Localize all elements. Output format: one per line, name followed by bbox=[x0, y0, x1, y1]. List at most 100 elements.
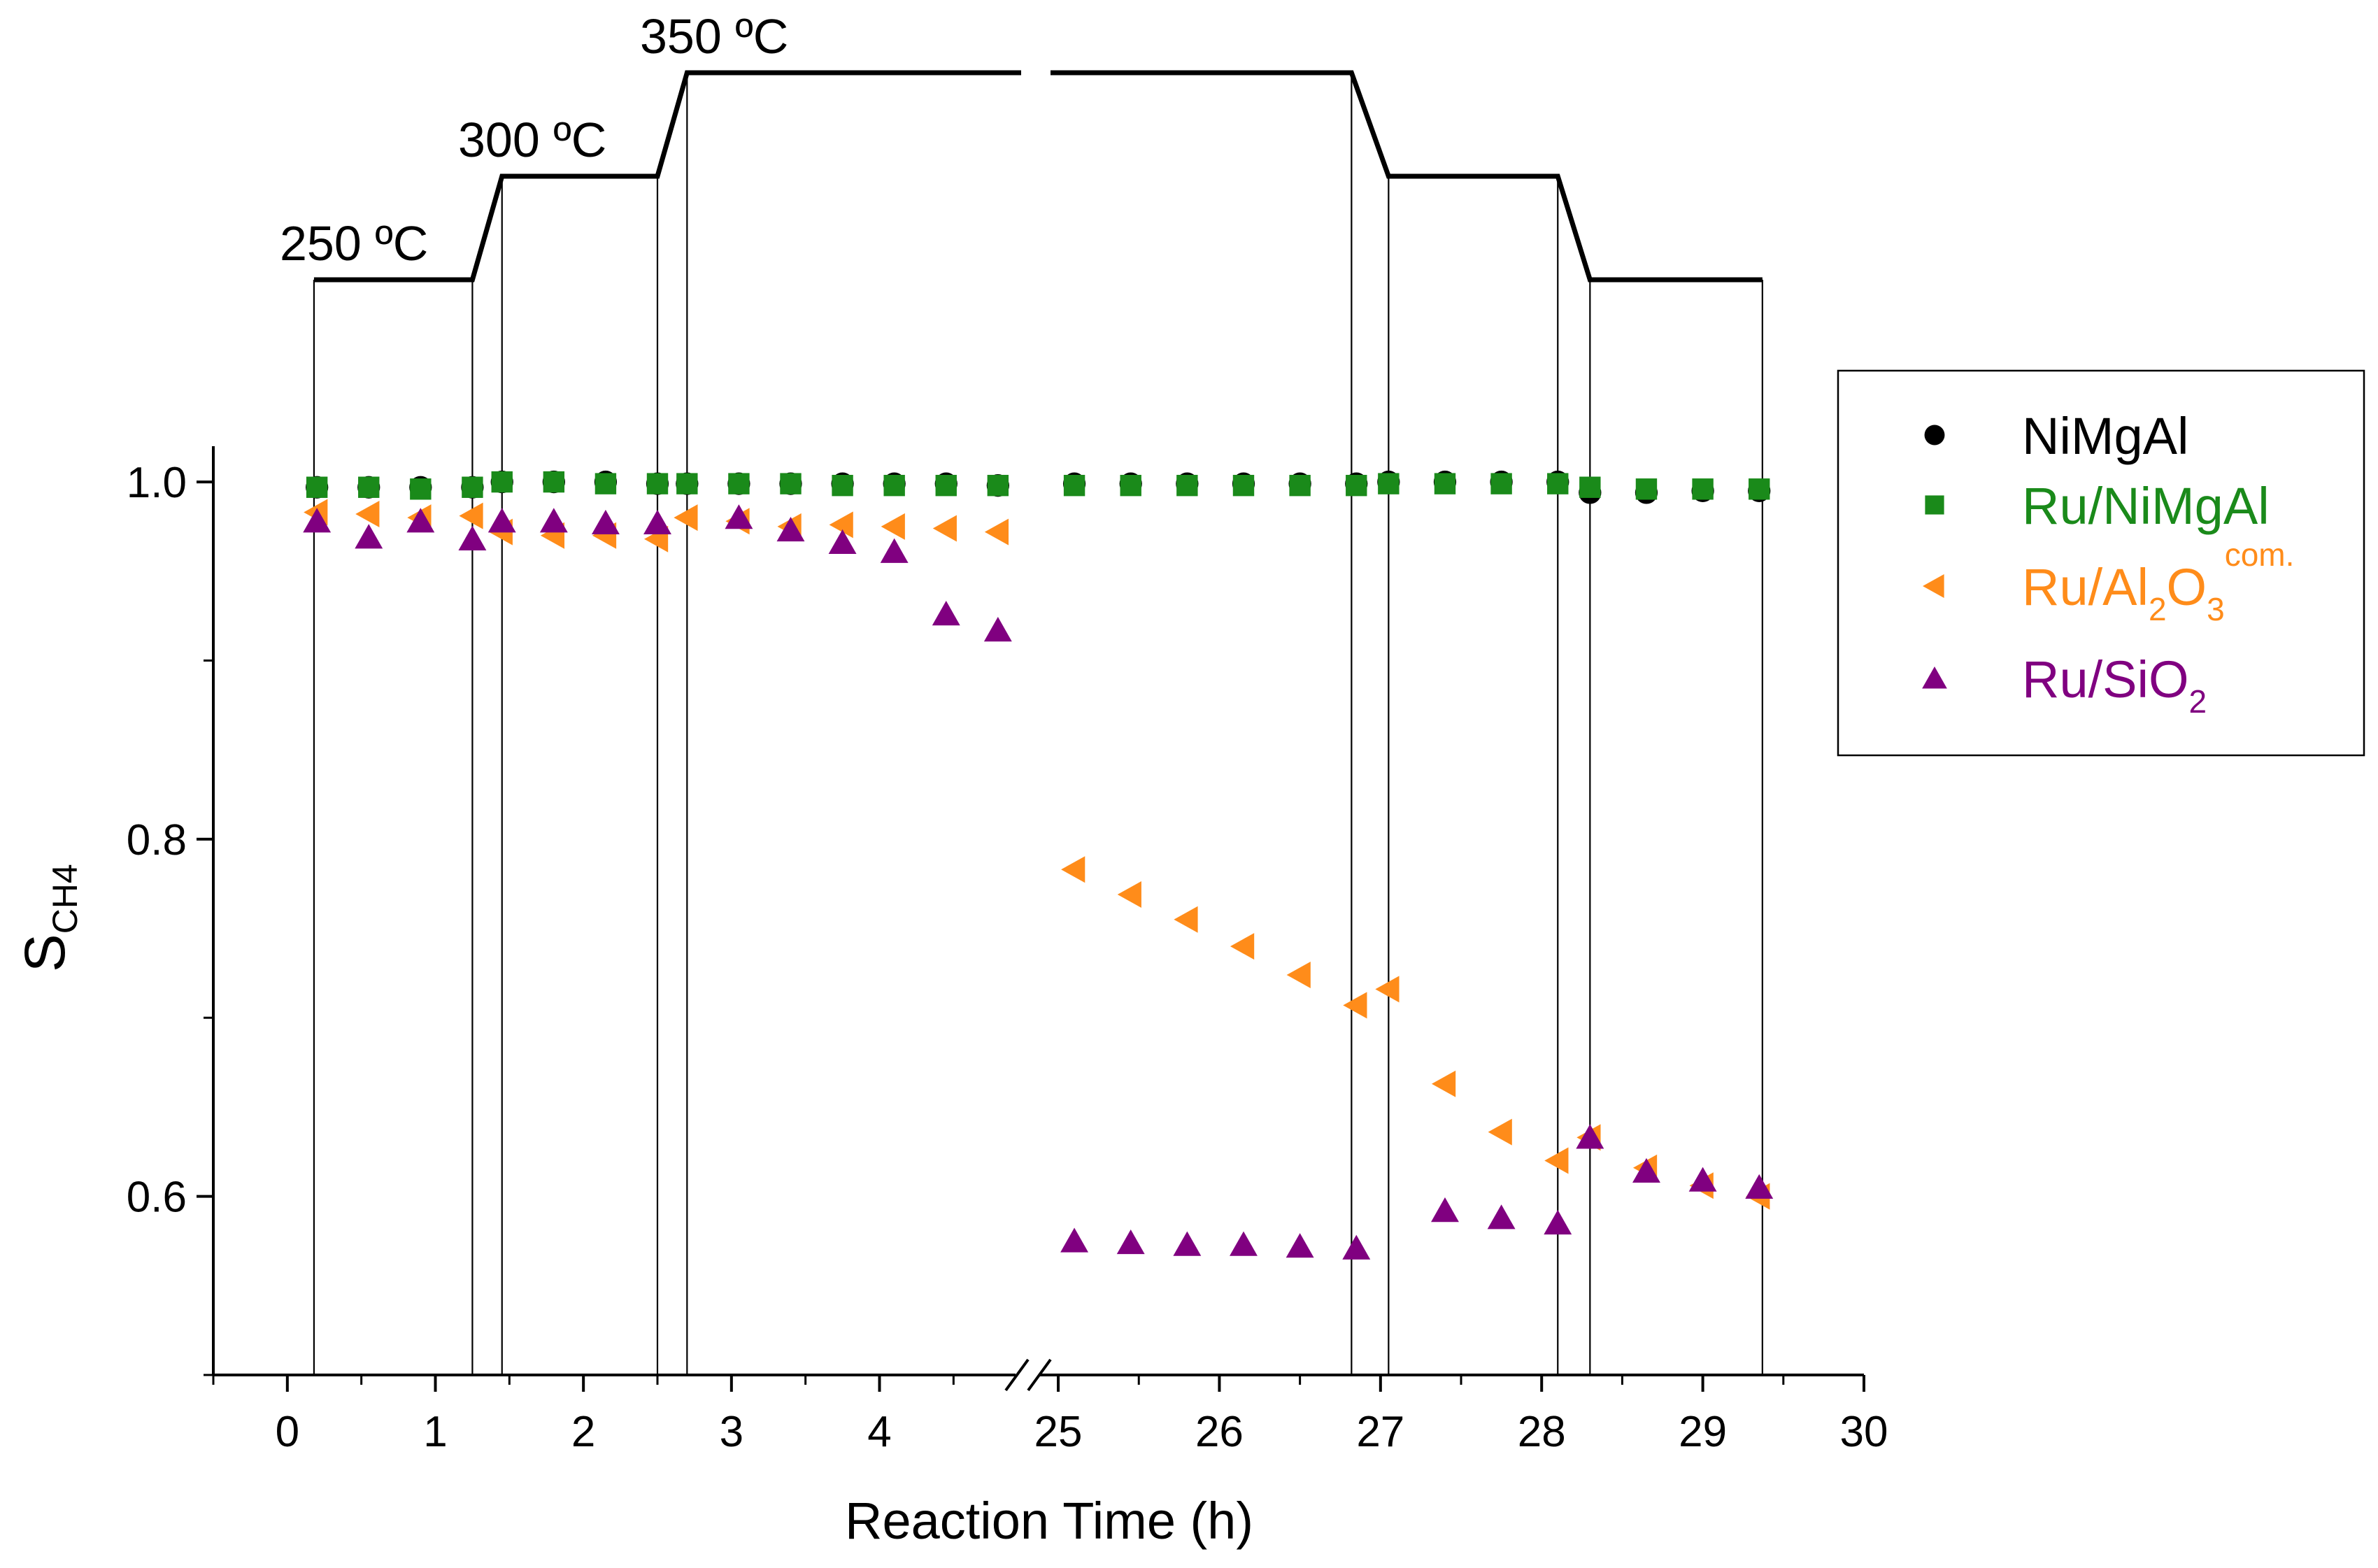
data-point bbox=[1342, 1234, 1371, 1260]
data-point bbox=[1174, 906, 1198, 933]
data-point bbox=[728, 473, 750, 494]
legend-label: Ru/NiMgAl bbox=[2022, 477, 2270, 535]
data-point bbox=[355, 524, 383, 549]
data-point bbox=[1544, 1147, 1569, 1174]
data-point bbox=[1544, 1209, 1572, 1235]
axes: 0 1 2 3 4 25 26 27 28 29 30 0.6 0.8 1.0 Reaction Time … bbox=[13, 446, 1888, 1550]
data-point bbox=[1346, 474, 1367, 497]
legend-label-main: O bbox=[2167, 558, 2207, 616]
y-axis-title: SCH4 bbox=[13, 864, 85, 972]
data-point bbox=[303, 508, 332, 533]
legend-item: NiMgAl bbox=[1924, 407, 2188, 465]
data-series bbox=[303, 470, 1774, 1260]
data-point bbox=[725, 504, 753, 529]
data-point bbox=[1579, 476, 1601, 498]
series-ru-sio bbox=[303, 504, 1774, 1260]
y-tick-label: 0.6 bbox=[127, 1174, 187, 1222]
legend-item: Ru/SiO2 bbox=[1922, 650, 2207, 720]
data-point bbox=[1343, 992, 1367, 1019]
data-point bbox=[780, 473, 802, 494]
y-axis-title-main: S bbox=[13, 934, 77, 972]
data-point bbox=[1060, 1227, 1089, 1253]
data-point bbox=[1176, 474, 1198, 497]
axis-break-mark bbox=[1004, 1358, 1030, 1392]
data-point bbox=[543, 471, 565, 493]
data-point bbox=[1230, 1231, 1258, 1256]
data-point bbox=[462, 476, 483, 498]
data-point bbox=[880, 538, 909, 563]
axis-break-gap bbox=[1016, 1371, 1039, 1379]
temperature-profile: 250 ºC 300 ºC 350 ºC bbox=[280, 9, 1763, 283]
data-point bbox=[1120, 474, 1141, 497]
series-ru-al bbox=[304, 499, 1770, 1210]
legend-marker bbox=[1922, 667, 1947, 689]
data-point bbox=[1490, 473, 1512, 494]
x-tick-label: 28 bbox=[1518, 1408, 1566, 1456]
data-point bbox=[1692, 478, 1714, 500]
x-tick-label: 25 bbox=[1034, 1408, 1083, 1456]
data-point bbox=[591, 509, 620, 534]
y-axis-title-subscript: CH4 bbox=[45, 864, 85, 934]
data-point bbox=[676, 473, 698, 494]
temperature-line-left bbox=[313, 70, 1021, 283]
data-point bbox=[1688, 1167, 1717, 1192]
legend-marker bbox=[1923, 574, 1944, 598]
x-tick-label: 27 bbox=[1356, 1408, 1404, 1456]
data-point bbox=[1632, 1157, 1660, 1183]
legend-label: Ru/SiO2 bbox=[2022, 650, 2207, 720]
legend-label: NiMgAl bbox=[2022, 407, 2188, 465]
x-tick-label: 2 bbox=[571, 1408, 595, 1456]
data-point bbox=[358, 476, 380, 498]
data-point bbox=[1635, 478, 1658, 500]
x-axis-title: Reaction Time (h) bbox=[845, 1492, 1253, 1550]
legend-label-main: Ru/Al bbox=[2022, 558, 2149, 616]
legend-label-superscript: com. bbox=[2225, 536, 2295, 573]
x-tick-label: 1 bbox=[423, 1408, 447, 1456]
data-point bbox=[932, 515, 957, 542]
data-point bbox=[594, 473, 617, 494]
data-point bbox=[458, 525, 487, 550]
data-point bbox=[355, 501, 380, 528]
data-point bbox=[1487, 1204, 1516, 1230]
temperature-label-350: 350 ºC bbox=[640, 9, 788, 64]
temperature-line-right bbox=[1051, 70, 1763, 283]
axis-break-mark bbox=[1027, 1358, 1052, 1392]
data-point bbox=[539, 508, 568, 533]
x-tick-label: 30 bbox=[1840, 1408, 1888, 1456]
x-tick-label: 0 bbox=[276, 1408, 299, 1456]
data-point bbox=[1289, 474, 1311, 497]
data-point bbox=[410, 478, 432, 500]
data-point bbox=[984, 518, 1009, 546]
data-point bbox=[1547, 473, 1569, 494]
data-point bbox=[935, 474, 957, 497]
data-point bbox=[459, 502, 483, 529]
temperature-label-250: 250 ºC bbox=[280, 216, 428, 271]
data-point bbox=[932, 601, 960, 626]
segment-lines bbox=[313, 73, 1763, 1375]
data-point bbox=[491, 471, 513, 493]
legend-label-subscript: 3 bbox=[2207, 591, 2225, 627]
data-point bbox=[646, 473, 669, 494]
data-point bbox=[1173, 1231, 1202, 1256]
legend-label: Ru/Al2O3com. bbox=[2022, 536, 2294, 627]
data-point bbox=[883, 474, 905, 497]
data-point bbox=[1230, 933, 1255, 960]
data-point bbox=[1434, 473, 1456, 494]
x-tick-label: 4 bbox=[867, 1408, 891, 1456]
data-point bbox=[643, 509, 671, 534]
legend-label-main: Ru/NiMgAl bbox=[2022, 477, 2270, 535]
data-point bbox=[1431, 1070, 1456, 1097]
legend-label-subscript: 2 bbox=[2149, 591, 2167, 627]
data-point bbox=[1745, 1174, 1774, 1199]
data-point bbox=[987, 474, 1009, 497]
legend-marker bbox=[1924, 425, 1945, 446]
data-point bbox=[1378, 473, 1400, 494]
temperature-label-300: 300 ºC bbox=[458, 113, 606, 167]
legend-label-main: Ru/SiO bbox=[2022, 650, 2189, 708]
series-ru-nimgal bbox=[306, 471, 1770, 500]
x-tick-label: 29 bbox=[1679, 1408, 1727, 1456]
data-point bbox=[1117, 881, 1141, 908]
